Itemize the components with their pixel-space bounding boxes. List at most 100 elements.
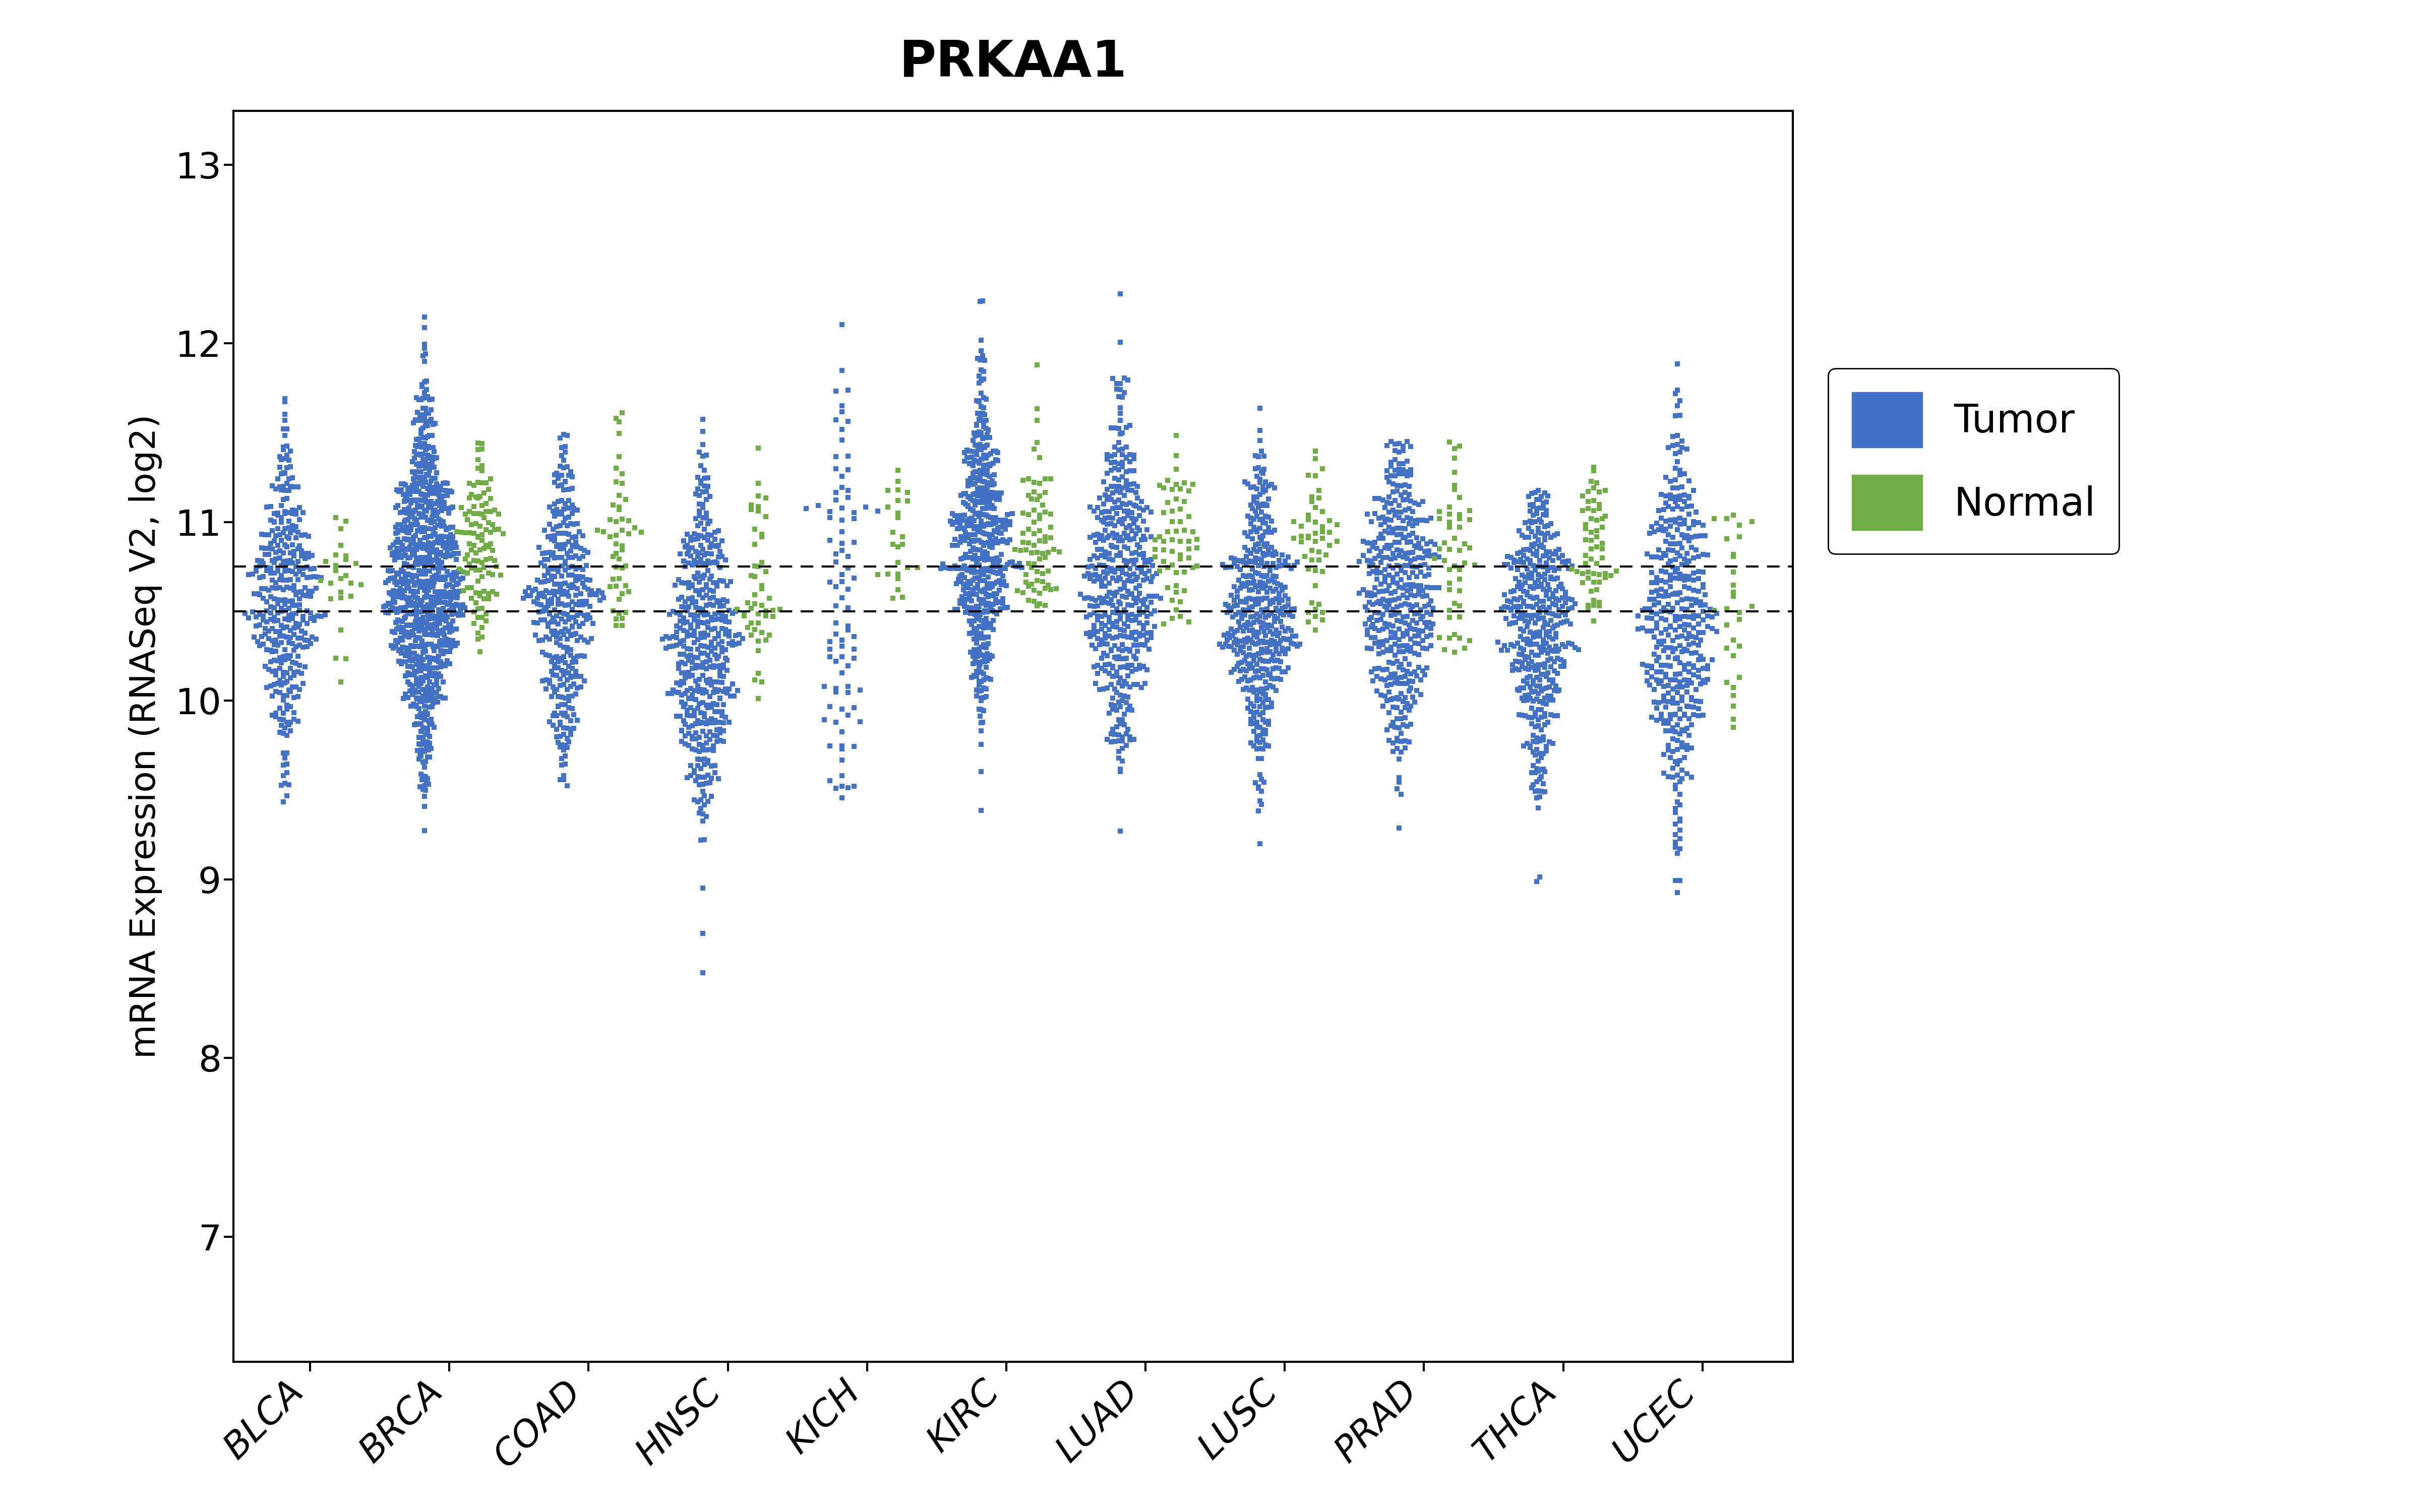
Point <box>983 587 1021 611</box>
Point <box>1408 532 1447 556</box>
Point <box>482 562 520 587</box>
Point <box>1099 438 1137 463</box>
Point <box>1510 562 1549 587</box>
Point <box>968 649 1007 673</box>
Point <box>397 434 436 458</box>
Point <box>1370 612 1408 637</box>
Point <box>1227 644 1266 668</box>
Point <box>1401 668 1440 692</box>
Point <box>1101 647 1140 671</box>
Point <box>421 629 460 653</box>
Point <box>402 488 440 513</box>
Point <box>963 396 1002 420</box>
Point <box>690 751 728 776</box>
Point <box>414 440 453 464</box>
Point <box>1096 558 1135 582</box>
Point <box>1241 467 1280 491</box>
Point <box>1655 720 1694 744</box>
Point <box>963 534 1002 558</box>
Point <box>603 507 641 531</box>
Point <box>1631 587 1670 611</box>
Point <box>419 585 457 609</box>
Point <box>958 673 997 697</box>
Point <box>1070 555 1108 579</box>
Point <box>1108 697 1147 721</box>
Point <box>1113 673 1152 697</box>
Point <box>411 632 450 656</box>
Point <box>1709 597 1747 621</box>
Point <box>956 440 995 464</box>
Point <box>1500 519 1539 543</box>
Point <box>1404 490 1442 514</box>
Point <box>240 582 278 606</box>
Point <box>970 496 1009 520</box>
Point <box>956 466 995 490</box>
Point <box>1367 638 1406 662</box>
Point <box>1392 617 1430 641</box>
Point <box>390 624 428 649</box>
Point <box>438 585 477 609</box>
Point <box>949 587 987 611</box>
Point <box>1128 611 1166 635</box>
Point <box>397 686 436 711</box>
Point <box>682 691 721 715</box>
Point <box>1089 644 1128 668</box>
Point <box>958 670 997 694</box>
Point <box>1643 674 1682 699</box>
Point <box>1309 534 1348 558</box>
Point <box>1016 431 1055 455</box>
Point <box>409 508 448 532</box>
Point <box>1273 624 1312 649</box>
Point <box>552 615 590 640</box>
Point <box>685 611 724 635</box>
Point <box>1355 502 1394 526</box>
Point <box>1246 670 1285 694</box>
Point <box>1024 570 1062 594</box>
Point <box>387 644 426 668</box>
Point <box>738 555 777 579</box>
Point <box>1108 503 1147 528</box>
Point <box>1500 703 1539 727</box>
Point <box>811 694 849 718</box>
Point <box>980 516 1019 540</box>
Point <box>973 438 1012 463</box>
Point <box>1290 609 1329 634</box>
Point <box>1113 659 1152 683</box>
Point <box>1520 508 1558 532</box>
Point <box>433 575 472 599</box>
Point <box>404 609 443 634</box>
Point <box>811 505 849 529</box>
Point <box>411 615 450 640</box>
Point <box>1411 588 1450 612</box>
Point <box>859 499 898 523</box>
Point <box>532 650 571 674</box>
Point <box>409 720 448 744</box>
Point <box>692 532 731 556</box>
Point <box>407 414 445 438</box>
Point <box>823 570 862 594</box>
Point <box>414 535 453 559</box>
Point <box>980 559 1019 584</box>
Point <box>1399 579 1437 603</box>
Point <box>1241 438 1280 463</box>
Point <box>1401 573 1440 597</box>
Point <box>378 537 416 561</box>
Point <box>409 443 448 467</box>
Point <box>1713 544 1752 569</box>
Point <box>390 488 428 513</box>
Point <box>1237 476 1275 500</box>
Point <box>1249 543 1287 567</box>
Point <box>1229 668 1268 692</box>
Point <box>680 653 719 677</box>
Point <box>687 584 726 608</box>
Point <box>397 585 436 609</box>
Point <box>970 584 1009 608</box>
Point <box>1241 549 1280 573</box>
Point <box>1232 612 1270 637</box>
Point <box>658 620 697 644</box>
Point <box>1667 597 1706 621</box>
Point <box>557 556 595 581</box>
Point <box>1237 688 1275 712</box>
Point <box>378 546 416 570</box>
Point <box>1239 641 1278 665</box>
